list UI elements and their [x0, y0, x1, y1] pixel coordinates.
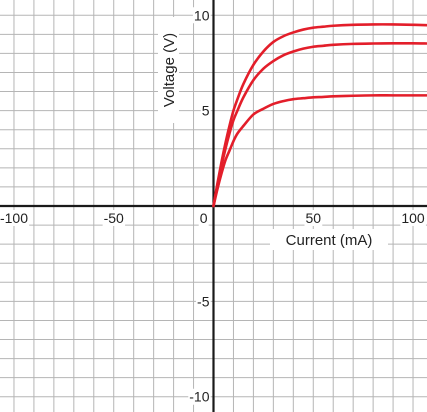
x-tick-label-bg: [0, 210, 30, 226]
x-tick-label-bg: [304, 210, 323, 226]
x-tick-label: 100: [401, 210, 425, 226]
x-tick-label-bg: [102, 210, 126, 226]
series-line-2: [212, 41, 427, 208]
y-tick-label: 10: [194, 7, 210, 23]
y-tick-label: -5: [197, 293, 210, 309]
y-tick-label-bg: [192, 7, 211, 24]
y-tick-label-bg: [200, 102, 211, 119]
x-axis-label-group: Current (mA): [270, 229, 388, 250]
x-tick-label: -50: [104, 210, 124, 226]
x-axis-label: Current (mA): [286, 232, 373, 249]
series-line-3: [212, 94, 427, 208]
y-axis-label: Voltage (V): [161, 33, 178, 107]
y-tick-label: 5: [202, 103, 210, 119]
y-axis-label-group: Voltage (V): [158, 17, 179, 123]
y-tick-label-bg: [196, 293, 211, 310]
x-tick-label-bg: [400, 210, 426, 226]
origin-label: 0: [200, 210, 208, 226]
x-tick-label: 50: [305, 210, 321, 226]
curves: [212, 23, 427, 208]
x-tick-label: -100: [0, 210, 28, 226]
y-tick-label: -10: [189, 389, 209, 405]
y-tick-label-bg: [188, 388, 211, 405]
series-line-1: [212, 23, 427, 208]
origin-label-bg: [198, 210, 209, 226]
